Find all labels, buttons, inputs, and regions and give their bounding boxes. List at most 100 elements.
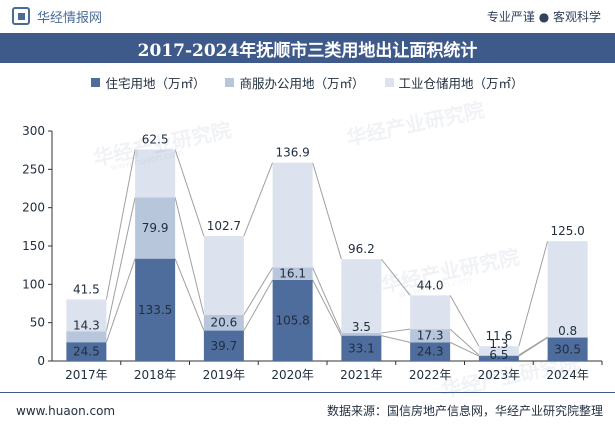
y-tick-label: 200 [22, 201, 45, 215]
bar-segment [341, 332, 382, 336]
bar-segment [203, 330, 244, 361]
bar-segment [478, 356, 519, 361]
series-connector-line [312, 162, 342, 260]
x-tick-label: 2023年 [478, 368, 521, 382]
series-connector-line [243, 279, 274, 331]
data-label-residential: 24.5 [73, 345, 100, 359]
data-label-commercial: 14.3 [73, 318, 100, 332]
data-label-residential: 24.3 [417, 345, 444, 359]
y-tick-label: 250 [22, 162, 45, 176]
data-label-industrial: 11.6 [486, 329, 513, 343]
bar-segment [410, 295, 451, 330]
data-label-industrial: 102.7 [207, 219, 241, 233]
x-tick-label: 2022年 [409, 368, 452, 382]
legend-item-residential: 住宅用地（万㎡） [91, 72, 205, 92]
brand-logo-icon [12, 7, 30, 25]
y-tick-label: 50 [30, 316, 45, 330]
y-tick-label: 100 [22, 277, 45, 291]
bar-segment [478, 355, 519, 357]
data-label-residential: 133.5 [138, 303, 172, 317]
brand: 华经情报网 [12, 7, 102, 26]
y-tick-label: 300 [22, 124, 45, 138]
x-tick-label: 2017年 [65, 368, 108, 382]
series-connector-line [174, 197, 205, 315]
bar-segment [478, 346, 519, 356]
series-connector-line [105, 258, 136, 343]
series-connector-line [380, 258, 411, 296]
bar-segment [547, 241, 588, 338]
x-tick-label: 2018年 [134, 368, 177, 382]
bar-segment [66, 331, 107, 343]
data-label-commercial: 16.1 [279, 267, 306, 281]
bar-segment [66, 342, 107, 361]
y-tick-label: 0 [37, 354, 45, 368]
data-label-commercial: 20.6 [211, 316, 238, 330]
bar-segment [135, 197, 176, 259]
data-label-industrial: 125.0 [550, 224, 584, 238]
data-label-industrial: 44.0 [417, 278, 444, 292]
series-connector-line [174, 258, 205, 331]
slogan: 专业严谨 ● 客观科学 [486, 9, 601, 24]
chart-legend: 住宅用地（万㎡） 商服办公用地（万㎡） 工业仓储用地（万㎡） [0, 72, 615, 92]
data-label-commercial: 0.8 [558, 324, 577, 338]
data-label-residential: 30.5 [554, 342, 581, 356]
series-connector-line [518, 336, 548, 356]
series-connector-line [449, 295, 480, 347]
series-connector-line [105, 197, 136, 332]
bar-segment [272, 279, 313, 361]
legend-label-industrial: 工业仓储用地（万㎡） [398, 75, 524, 91]
bar-segment [410, 342, 451, 361]
series-connector-line [174, 149, 205, 237]
series-connector-line [312, 267, 342, 334]
data-label-commercial: 17.3 [417, 329, 444, 343]
series-connector-line [312, 279, 342, 336]
data-label-industrial: 62.5 [142, 132, 169, 146]
legend-swatch-industrial [384, 77, 394, 87]
series-connector-line [381, 328, 411, 334]
x-tick-label: 2024年 [546, 368, 589, 382]
bar-segment [410, 329, 451, 343]
top-bar: 华经情报网 专业严谨 ● 客观科学 [0, 0, 615, 32]
series-connector-line [449, 341, 480, 357]
legend-swatch-residential [91, 77, 101, 87]
data-label-commercial: 3.5 [352, 320, 371, 334]
data-label-industrial: 41.5 [73, 282, 100, 296]
x-tick-label: 2019年 [203, 368, 246, 382]
data-label-industrial: 96.2 [348, 242, 375, 256]
series-connector-line [518, 337, 548, 357]
legend-item-industrial: 工业仓储用地（万㎡） [384, 72, 524, 92]
x-tick-label: 2021年 [340, 368, 383, 382]
series-connector-line [381, 335, 411, 343]
bar-segment [135, 258, 176, 361]
data-label-commercial: 79.9 [142, 221, 169, 235]
bar-segment [341, 259, 382, 333]
bar-segment [341, 335, 382, 361]
footer-source: 数据来源：国信房地产信息网，华经产业研究院整理 [326, 404, 603, 418]
bar-segment [135, 149, 176, 198]
y-tick-label: 150 [22, 239, 45, 253]
bar-segment [203, 314, 244, 331]
bar-segment [272, 267, 313, 280]
legend-label-residential: 住宅用地（万㎡） [105, 75, 206, 91]
bar-segment [547, 337, 588, 361]
bar-segment [272, 162, 313, 268]
footer-site: www.huaon.com [16, 403, 116, 418]
series-connector-line [105, 149, 136, 300]
stacked-bar-chart: 0 50 100 150 200 250 300 2017年 2018年 2019年 2020年 20… [22, 124, 603, 382]
data-label-residential: 33.1 [348, 341, 375, 355]
data-label-industrial: 136.9 [275, 146, 309, 160]
legend-swatch-commercial [225, 77, 235, 87]
data-label-residential: 105.8 [275, 313, 309, 327]
footer: www.huaon.com 数据来源：国信房地产信息网，华经产业研究院整理 [0, 392, 615, 428]
legend-item-commercial: 商服办公用地（万㎡） [225, 72, 365, 92]
bar-segment [203, 236, 244, 315]
bar-segment [547, 337, 588, 338]
brand-name: 华经情报网 [37, 10, 103, 26]
series-connector-line [243, 267, 274, 316]
series-connector-line [243, 162, 274, 237]
series-connector-line [449, 328, 480, 356]
bar-segment [66, 299, 107, 332]
series-connector-line [518, 241, 549, 347]
data-label-commercial: 1.3 [489, 337, 508, 351]
chart-title: 2017-2024年抚顺市三类用地出让面积统计 [0, 33, 615, 63]
